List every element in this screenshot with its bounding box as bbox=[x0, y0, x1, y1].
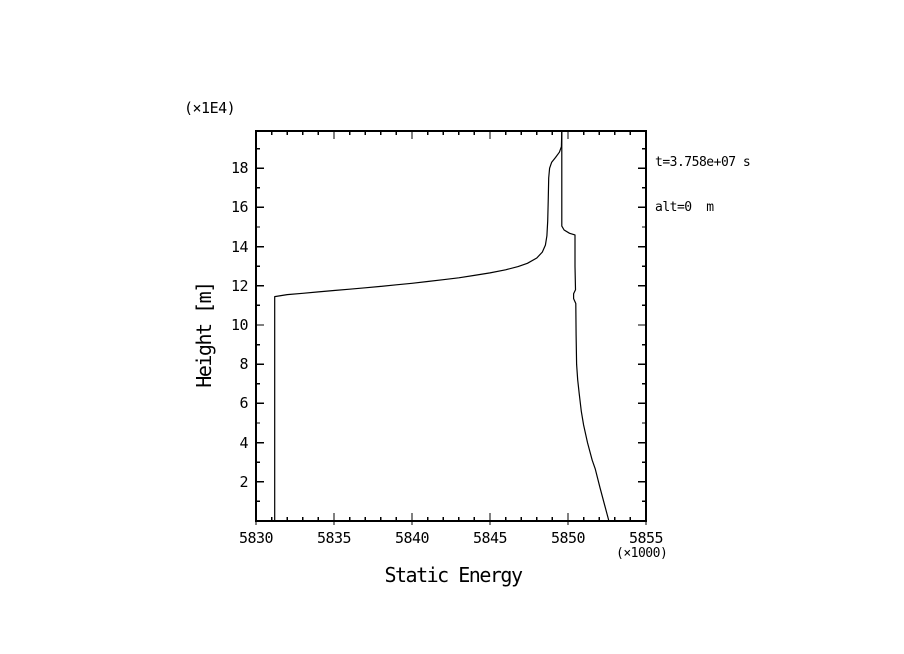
annotation-altitude: alt=0 m bbox=[655, 200, 714, 215]
x-tick-label: 5855 bbox=[628, 529, 664, 547]
annotation-time: t=3.758e+07 s bbox=[655, 155, 751, 170]
plot-frame bbox=[255, 130, 647, 522]
y-axis-title: Height [m] bbox=[192, 282, 216, 388]
x-tick-label: 5835 bbox=[316, 529, 352, 547]
curve-left-profile bbox=[274, 130, 563, 521]
y-tick-label: 18 bbox=[230, 159, 249, 178]
x-axis-title: Static Energy bbox=[384, 563, 523, 587]
y-tick-label: 2 bbox=[239, 472, 248, 491]
x-tick-label: 5850 bbox=[550, 529, 586, 547]
annotation-block: t=3.758e+07 s alt=0 m bbox=[655, 125, 751, 245]
y-tick-label: 4 bbox=[239, 433, 248, 452]
x-tick-label: 5845 bbox=[472, 529, 508, 547]
curve-right-profile bbox=[561, 131, 610, 522]
y-tick-label: 12 bbox=[230, 276, 249, 295]
x-tick-label: 5830 bbox=[238, 529, 274, 547]
x-tick-label: 5840 bbox=[394, 529, 430, 547]
y-tick-label: 6 bbox=[239, 394, 248, 413]
y-tick-label: 10 bbox=[230, 316, 249, 335]
y-axis-unit-note: (×1E4) bbox=[184, 99, 236, 117]
y-tick-label: 8 bbox=[239, 355, 248, 374]
y-tick-label: 16 bbox=[230, 198, 249, 217]
x-axis-unit-note: (×1000) bbox=[616, 546, 668, 561]
y-tick-label: 14 bbox=[230, 237, 249, 256]
